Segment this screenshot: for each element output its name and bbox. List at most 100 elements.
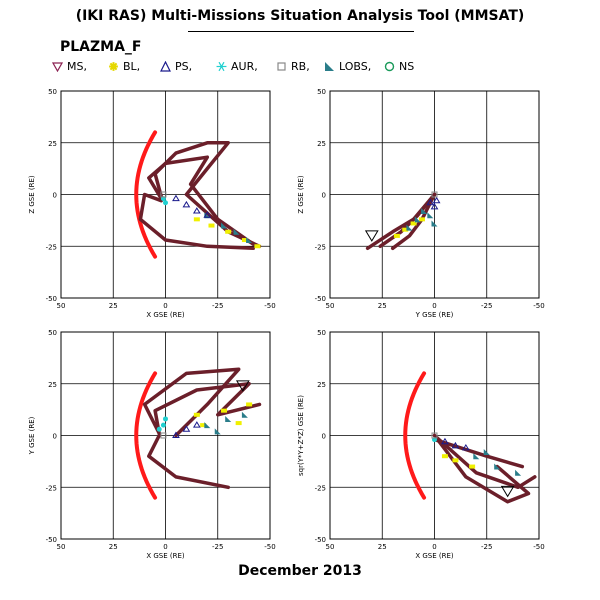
legend-item-rb: RB, bbox=[276, 60, 310, 73]
dataset-label: PLAZMA_F bbox=[60, 39, 142, 55]
square-icon bbox=[277, 62, 286, 71]
marker-bl bbox=[441, 454, 448, 459]
triangle-up-icon bbox=[160, 61, 171, 72]
chart-panel-top-right: 50 25 0 -25 -50 -50 -25 0 25 50 Y GSE (RE) Z GSE (R… bbox=[297, 88, 545, 319]
footer-date: December 2013 bbox=[238, 563, 362, 579]
star-icon bbox=[109, 62, 118, 71]
legend-item-bl: BL, bbox=[108, 60, 140, 73]
marker-lobs bbox=[515, 469, 522, 476]
marker-ps bbox=[182, 425, 191, 432]
marker-lobs bbox=[431, 220, 438, 227]
y-tick-label: 50 bbox=[48, 88, 57, 96]
orbit-track bbox=[432, 437, 525, 469]
marker-ps bbox=[172, 194, 180, 202]
marker-aur bbox=[163, 200, 168, 206]
x-tick-label: -50 bbox=[264, 302, 275, 310]
x-axis-label: Y GSE (RE) bbox=[415, 311, 454, 319]
marker-lobs bbox=[421, 208, 428, 215]
marker-aur bbox=[160, 422, 166, 428]
marker-bl bbox=[208, 223, 215, 228]
legend-label: BL, bbox=[123, 60, 141, 73]
bow-shock-curve bbox=[403, 371, 427, 500]
y-tick-label: -50 bbox=[46, 536, 57, 544]
orbit-track bbox=[147, 155, 256, 246]
marker-bl bbox=[246, 402, 253, 407]
marker-bl bbox=[418, 217, 425, 222]
marker-bl bbox=[193, 217, 200, 222]
y-tick-label: -25 bbox=[46, 484, 57, 492]
marker-bl bbox=[410, 221, 417, 226]
legend-item-ns: NS bbox=[384, 60, 414, 73]
y-axis-label: sqr(Y*Y+Z*Z) GSE (RE) bbox=[297, 395, 305, 476]
marker-lobs bbox=[406, 224, 413, 231]
x-tick-label: 25 bbox=[109, 543, 118, 551]
orbit-track bbox=[432, 433, 531, 504]
y-tick-label: 25 bbox=[48, 140, 57, 148]
y-tick-label: 25 bbox=[48, 381, 57, 389]
legend-label: MS, bbox=[67, 60, 87, 73]
marker-rb bbox=[431, 191, 438, 198]
bow-shock-curve bbox=[134, 130, 158, 259]
marker-lobs bbox=[473, 453, 480, 460]
x-tick-label: -25 bbox=[481, 302, 492, 310]
y-axis-label: Y GSE (RE) bbox=[28, 416, 36, 455]
marker-bl bbox=[402, 227, 409, 232]
x-axis-label: X GSE (RE) bbox=[146, 552, 185, 560]
marker-ps bbox=[432, 196, 441, 204]
marker-bl bbox=[393, 233, 400, 238]
legend-label: LOBS, bbox=[339, 60, 372, 73]
y-tick-label: 25 bbox=[317, 381, 326, 389]
y-axis-label: Z GSE (RE) bbox=[297, 175, 305, 214]
orbit-track bbox=[138, 192, 256, 251]
x-tick-label: 25 bbox=[378, 543, 387, 551]
legend-label: AUR, bbox=[231, 60, 258, 73]
marker-bl bbox=[193, 412, 200, 417]
y-axis-label: Z GSE (RE) bbox=[28, 175, 36, 214]
page-title: (IKI RAS) Multi-Missions Situation Analy… bbox=[75, 8, 525, 24]
y-tick-label: -50 bbox=[46, 295, 57, 303]
legend-item-ms: MS, bbox=[52, 60, 87, 73]
marker-lobs bbox=[246, 237, 253, 244]
marker-ps bbox=[192, 421, 201, 428]
marker-lobs bbox=[427, 212, 434, 219]
marker-lobs bbox=[414, 216, 421, 223]
x-tick-label: 50 bbox=[57, 302, 66, 310]
marker-ps bbox=[203, 211, 212, 218]
x-tick-label: 50 bbox=[326, 302, 335, 310]
y-tick-label: 50 bbox=[317, 329, 326, 337]
legend-label: NS bbox=[399, 60, 415, 73]
y-tick-label: 50 bbox=[48, 329, 57, 337]
plot-frame bbox=[329, 331, 540, 540]
orbit-track bbox=[153, 382, 262, 436]
x-tick-label: -25 bbox=[212, 543, 223, 551]
x-axis-label: X GSE (RE) bbox=[415, 552, 454, 560]
orbit-track bbox=[142, 367, 241, 438]
marker-rb bbox=[160, 191, 167, 198]
marker-bl bbox=[254, 244, 261, 249]
y-tick-label: -25 bbox=[315, 484, 326, 492]
marker-rb bbox=[431, 432, 438, 439]
marker-ps bbox=[172, 431, 180, 438]
x-tick-label: -50 bbox=[533, 543, 544, 551]
marker-bl bbox=[469, 464, 476, 469]
marker-ps bbox=[430, 202, 439, 210]
x-tick-label: -50 bbox=[533, 302, 544, 310]
y-tick-label: 0 bbox=[53, 192, 57, 200]
orbit-track bbox=[147, 433, 230, 490]
y-tick-label: -25 bbox=[46, 243, 57, 251]
marker-lobs bbox=[214, 428, 221, 435]
marker-bl bbox=[225, 229, 232, 234]
marker-lobs bbox=[494, 463, 501, 470]
marker-aur bbox=[163, 416, 168, 422]
legend-item-lobs: LOBS, bbox=[324, 60, 371, 73]
x-tick-label: 0 bbox=[432, 543, 436, 551]
x-tick-label: 25 bbox=[109, 302, 118, 310]
marker-lobs bbox=[225, 415, 232, 422]
marker-bl bbox=[241, 238, 248, 243]
orbit-track bbox=[390, 192, 437, 251]
x-axis-label: X GSE (RE) bbox=[146, 311, 185, 319]
y-tick-label: -50 bbox=[315, 536, 326, 544]
marker-aur bbox=[156, 426, 162, 432]
x-tick-label: -50 bbox=[264, 543, 275, 551]
